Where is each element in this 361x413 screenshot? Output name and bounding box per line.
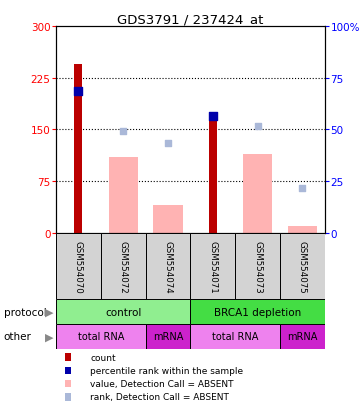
Title: GDS3791 / 237424_at: GDS3791 / 237424_at (117, 13, 264, 26)
Text: total RNA: total RNA (212, 332, 258, 342)
Text: protocol: protocol (4, 307, 46, 317)
Bar (209, 113, 217, 233)
Text: ▶: ▶ (44, 332, 53, 342)
Bar (288, 226, 317, 233)
Text: mRNA: mRNA (153, 332, 183, 342)
Bar (280, 233, 325, 299)
Bar (56, 324, 145, 349)
Text: total RNA: total RNA (78, 332, 124, 342)
Text: GSM554071: GSM554071 (208, 240, 217, 293)
Bar (56, 299, 191, 324)
Bar (191, 324, 280, 349)
Bar (280, 324, 325, 349)
Text: rank, Detection Call = ABSENT: rank, Detection Call = ABSENT (90, 392, 229, 401)
Bar (145, 233, 191, 299)
Bar (191, 233, 235, 299)
Text: ▶: ▶ (44, 307, 53, 317)
Bar (145, 324, 191, 349)
Bar (153, 206, 183, 233)
Bar (235, 233, 280, 299)
Text: other: other (4, 332, 31, 342)
Text: count: count (90, 353, 116, 362)
Text: percentile rank within the sample: percentile rank within the sample (90, 366, 243, 375)
Text: GSM554075: GSM554075 (298, 240, 307, 293)
Bar (74, 65, 82, 233)
Point (210, 113, 216, 120)
Bar (109, 158, 138, 233)
Point (165, 140, 171, 147)
Text: GSM554072: GSM554072 (119, 240, 128, 293)
Point (255, 123, 261, 130)
Text: control: control (105, 307, 142, 317)
Text: GSM554074: GSM554074 (164, 240, 173, 293)
Bar (191, 299, 325, 324)
Point (75, 89, 81, 95)
Text: BRCA1 depletion: BRCA1 depletion (214, 307, 301, 317)
Text: GSM554073: GSM554073 (253, 240, 262, 293)
Bar (243, 154, 272, 233)
Text: value, Detection Call = ABSENT: value, Detection Call = ABSENT (90, 379, 234, 388)
Point (300, 185, 305, 192)
Text: mRNA: mRNA (287, 332, 318, 342)
Point (120, 128, 126, 135)
Text: GSM554070: GSM554070 (74, 240, 83, 293)
Bar (101, 233, 145, 299)
Bar (56, 233, 101, 299)
